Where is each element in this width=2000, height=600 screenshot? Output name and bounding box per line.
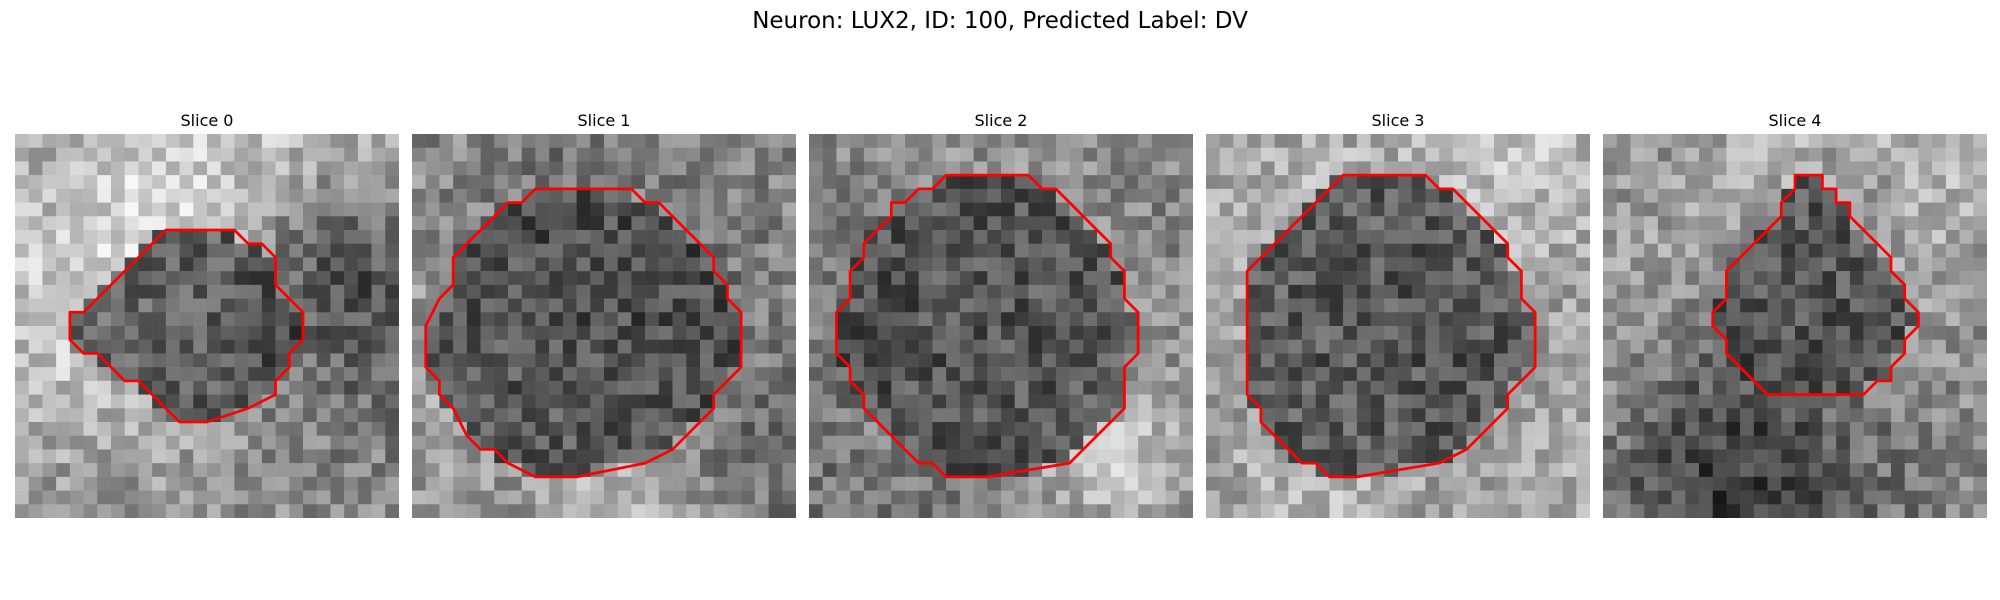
neuron-contour <box>1245 173 1537 479</box>
slice-title: Slice 0 <box>180 111 234 130</box>
neuron-contour <box>835 173 1140 479</box>
slice-panel-2: Slice 2 <box>809 108 1193 518</box>
slice-title: Slice 2 <box>974 111 1028 130</box>
slice-image-1 <box>412 134 796 518</box>
neuron-contour <box>1711 173 1920 396</box>
slice-panel-1: Slice 1 <box>412 108 796 518</box>
neuron-contour <box>68 228 305 424</box>
slice-image-3 <box>1206 134 1590 518</box>
figure-title: Neuron: LUX2, ID: 100, Predicted Label: … <box>752 8 1248 34</box>
slice-panel-0: Slice 0 <box>15 108 399 518</box>
slice-title: Slice 3 <box>1371 111 1425 130</box>
slice-panel-3: Slice 3 <box>1206 108 1590 518</box>
slice-title: Slice 4 <box>1768 111 1822 130</box>
slice-panel-4: Slice 4 <box>1603 108 1987 518</box>
slice-image-0 <box>15 134 399 518</box>
slice-image-2 <box>809 134 1193 518</box>
slice-image-4 <box>1603 134 1987 518</box>
slice-title: Slice 1 <box>577 111 631 130</box>
neuron-contour <box>424 187 743 479</box>
